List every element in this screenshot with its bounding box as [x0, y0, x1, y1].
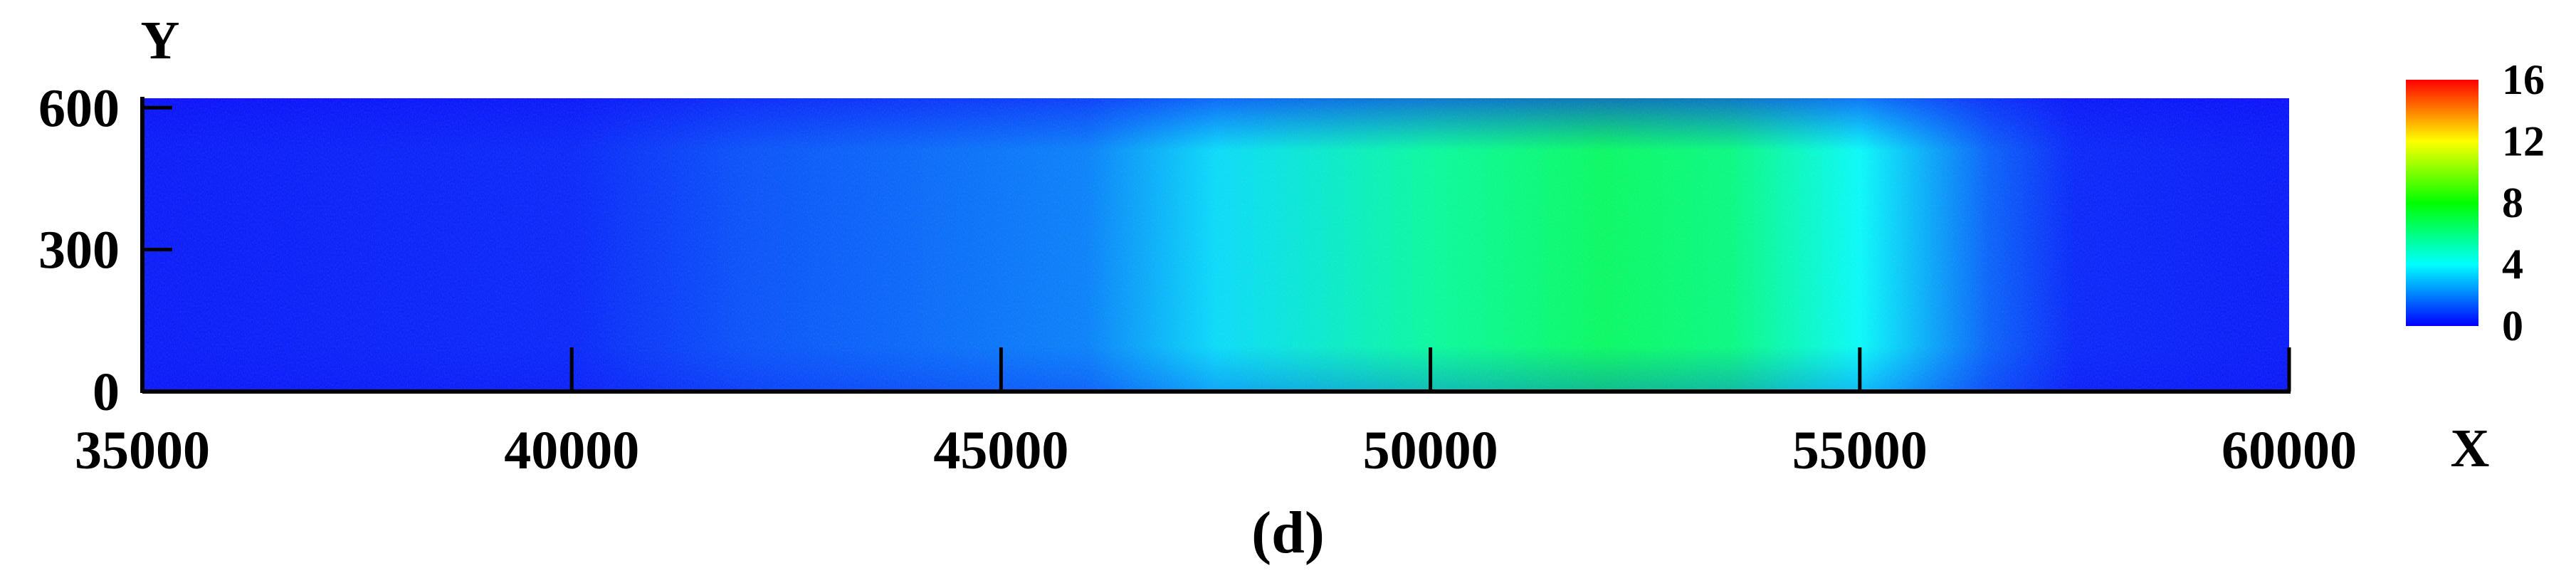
- figure-caption: (d): [1251, 500, 1325, 566]
- x-tick-label: 50000: [1363, 421, 1498, 480]
- x-axis-label: X: [2451, 419, 2490, 478]
- y-tick-labels: 0 300 600: [38, 78, 120, 422]
- y-axis-label: Y: [141, 11, 180, 70]
- colorbar-tick-label: 4: [2502, 241, 2523, 288]
- x-tick-labels: 35000 40000 45000 50000 55000 60000: [75, 421, 2357, 480]
- colorbar-tick-label: 8: [2502, 179, 2523, 226]
- colorbar-tick-label: 12: [2502, 118, 2545, 165]
- y-tick-label: 300: [38, 221, 120, 280]
- y-ticks: [142, 105, 172, 394]
- x-tick-label: 40000: [504, 421, 639, 480]
- x-tick-label: 45000: [933, 421, 1068, 480]
- x-tick-label: 60000: [2222, 421, 2357, 480]
- y-tick-label: 600: [38, 78, 120, 138]
- x-tick-label: 55000: [1792, 421, 1928, 480]
- x-ticks: [140, 347, 2291, 392]
- colorbar: 0 4 8 12 16: [2406, 56, 2545, 350]
- y-tick-label: 0: [93, 362, 120, 422]
- axes: [140, 97, 2291, 394]
- colorbar-tick-label: 16: [2502, 56, 2545, 103]
- colorbar-tick-labels: 0 4 8 12 16: [2502, 56, 2545, 350]
- heatmap-noise-texture: [144, 98, 2289, 390]
- colorbar-tick-label: 0: [2502, 303, 2523, 350]
- colorbar-gradient: [2406, 80, 2478, 326]
- plot-area: [144, 98, 2289, 390]
- x-tick-label: 35000: [75, 421, 210, 480]
